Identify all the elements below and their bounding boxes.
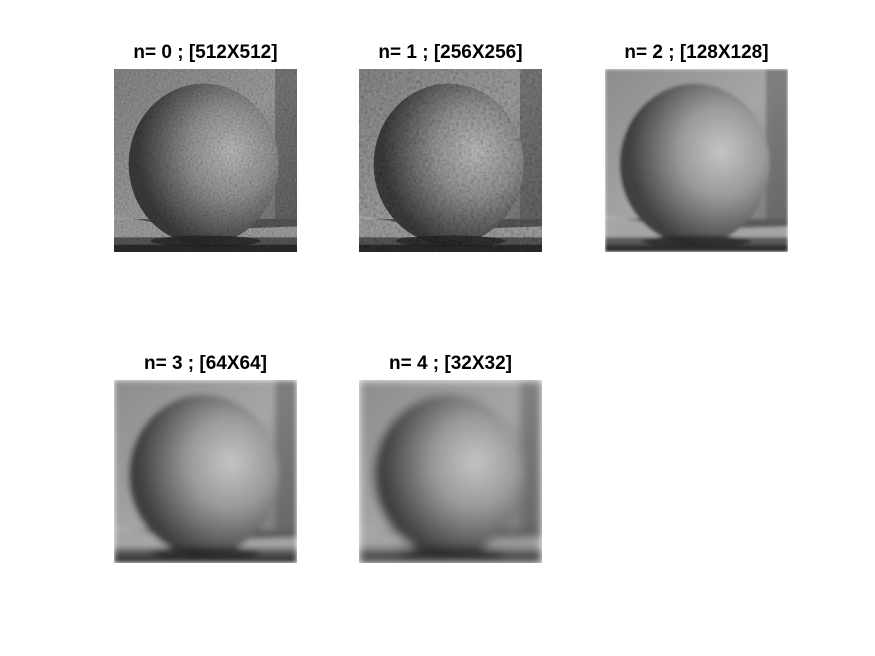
orange-image: [114, 380, 297, 563]
panel-title: n= 3 ; [64X64]: [143, 353, 268, 374]
orange-image: [605, 69, 788, 252]
orange-image: [114, 69, 297, 252]
panel-title: n= 4 ; [32X32]: [388, 353, 513, 374]
panel-title: n= 0 ; [512X512]: [133, 42, 278, 63]
orange-image: [359, 380, 542, 563]
panel-title: n= 1 ; [256X256]: [378, 42, 523, 63]
panel-title: n= 2 ; [128X128]: [624, 42, 769, 63]
orange-image: [359, 69, 542, 252]
